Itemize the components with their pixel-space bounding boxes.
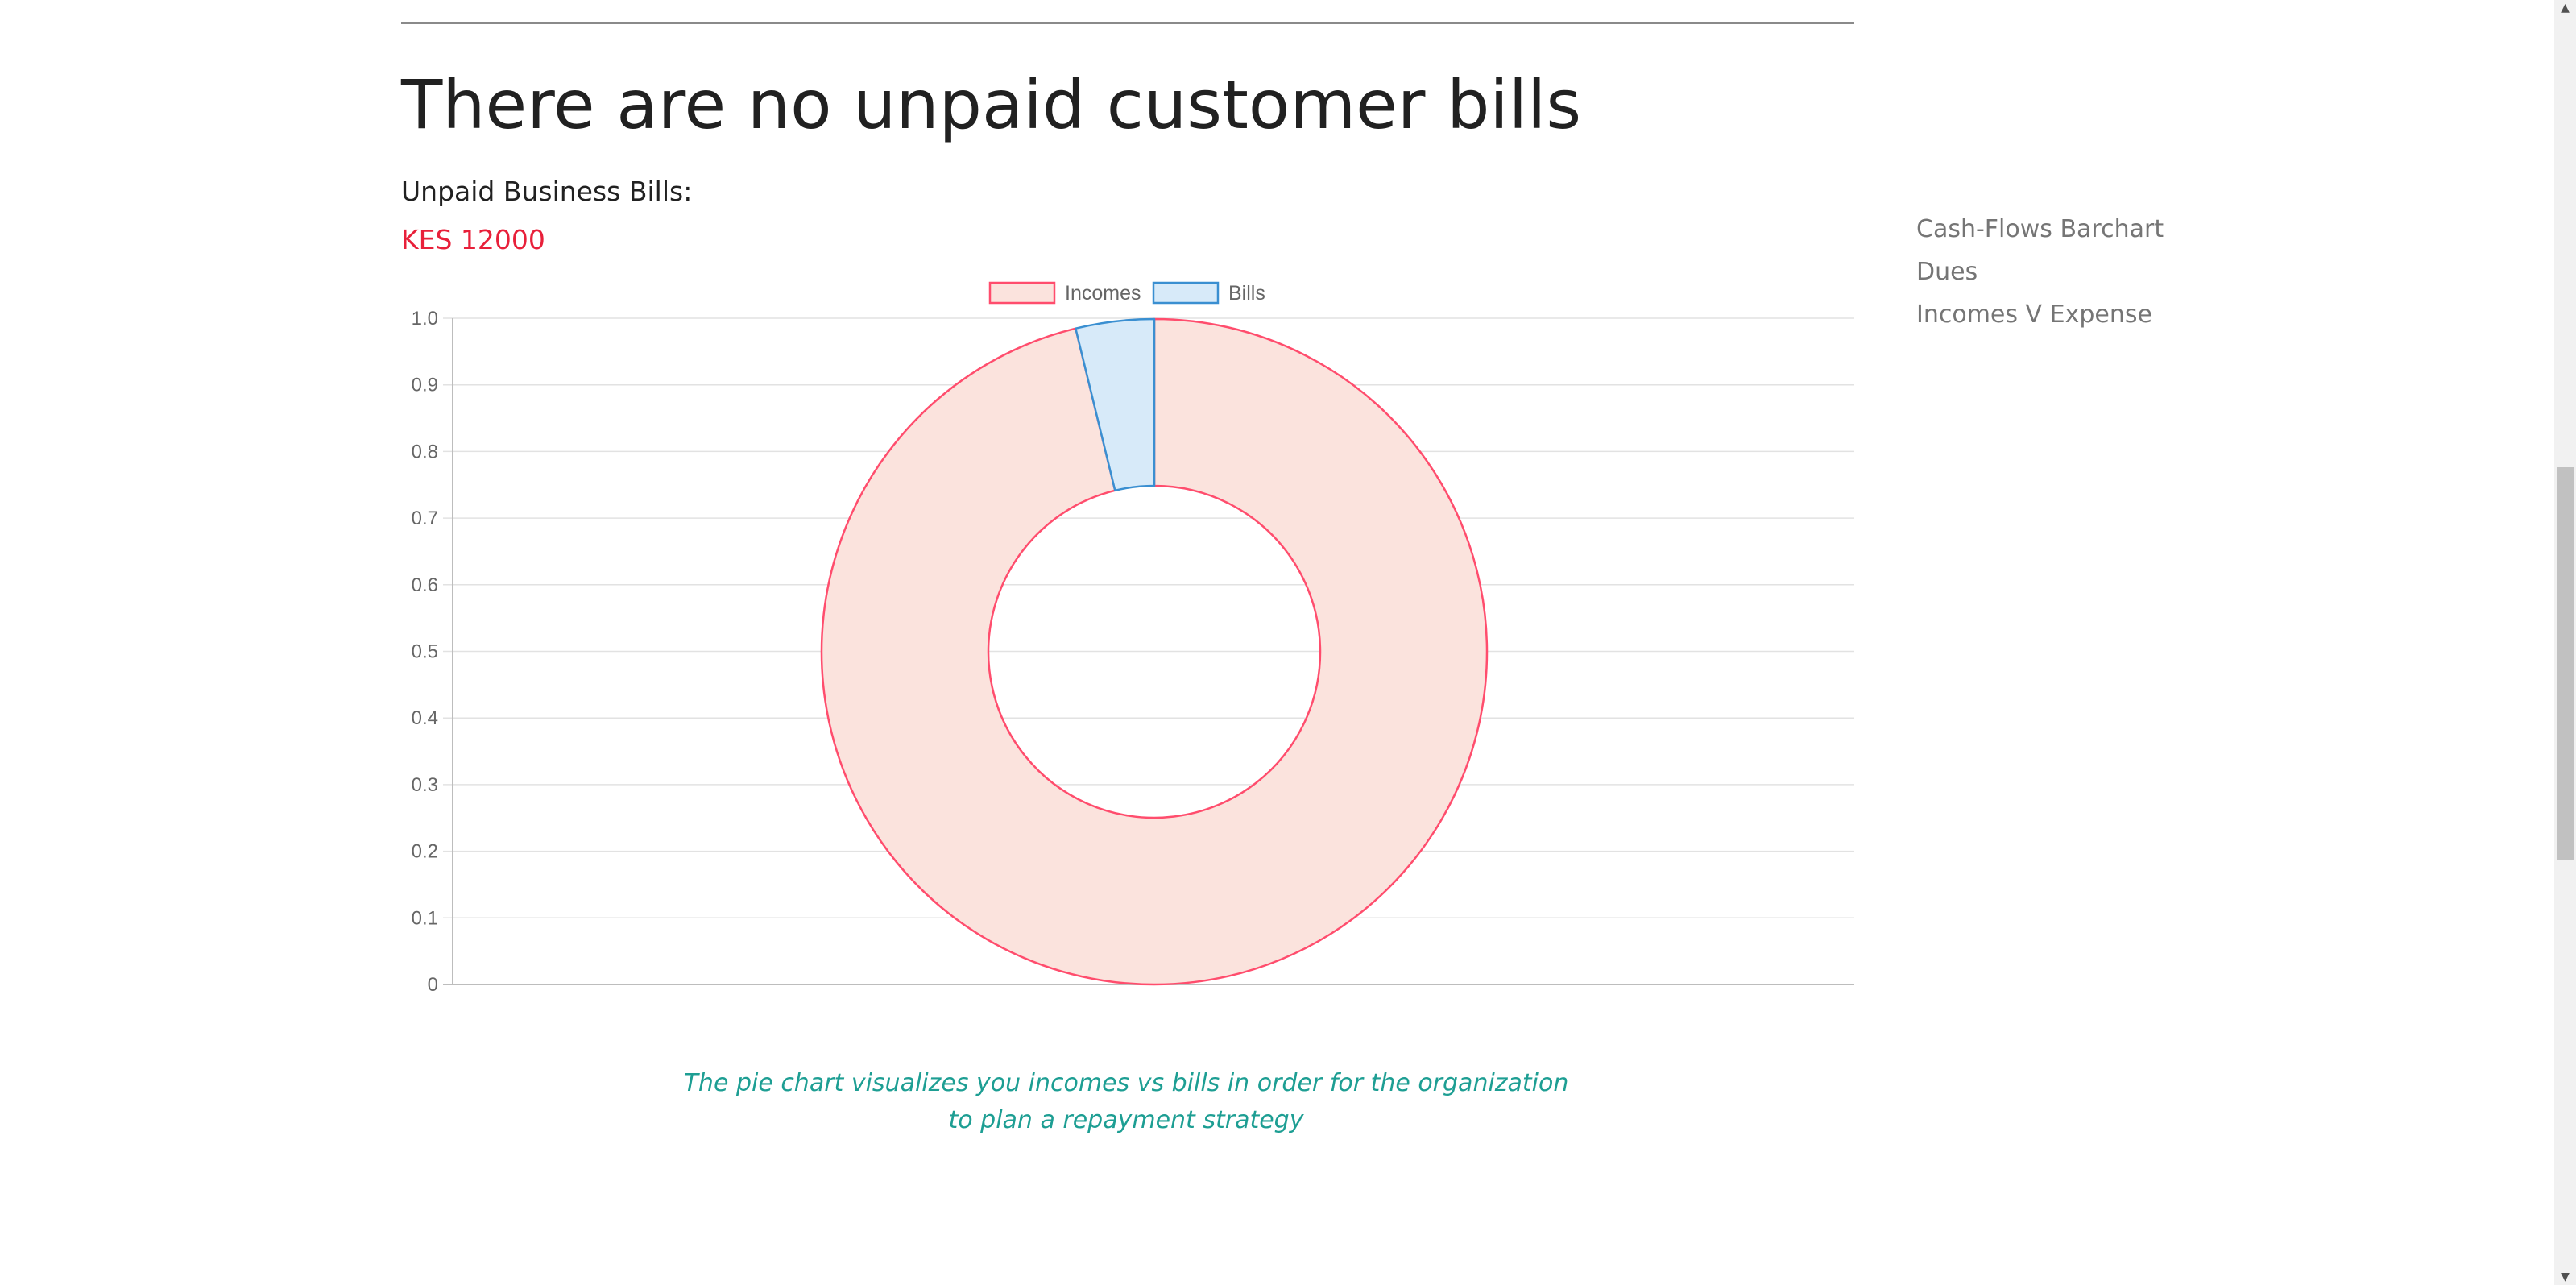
y-tick-label: 0.2 <box>412 841 438 863</box>
nav-dues[interactable]: Dues <box>1916 258 1978 286</box>
unpaid-bills-amount: KES 12000 <box>401 224 545 255</box>
y-tick-label: 0.3 <box>412 774 438 796</box>
scroll-up-arrow-icon[interactable]: ▲ <box>2561 2 2570 15</box>
unpaid-bills-label: Unpaid Business Bills: <box>401 176 693 207</box>
page-title: There are no unpaid customer bills <box>401 65 1582 144</box>
vertical-scrollbar[interactable]: ▲ ▼ <box>2554 0 2576 1285</box>
y-tick-label: 0.7 <box>412 508 438 529</box>
y-tick-label: 0.8 <box>412 441 438 462</box>
chart-canvas: 1.0 0.9 0.8 0.7 0.6 0.5 0.4 0.3 0.2 0.1 0 Incomes B… <box>412 281 1854 996</box>
incomes-bills-chart: 1.0 0.9 0.8 0.7 0.6 0.5 0.4 0.3 0.2 0.1 0 Incomes B… <box>401 274 1859 999</box>
side-nav: Cash-Flows Barchart Dues Incomes V Expen… <box>1916 208 2164 336</box>
y-axis-ticks: 1.0 0.9 0.8 0.7 0.6 0.5 0.4 0.3 0.2 0.1 0 <box>412 308 438 996</box>
top-divider <box>401 22 1854 24</box>
y-tick-label: 0.4 <box>412 707 438 729</box>
nav-incomes-v-expense[interactable]: Incomes V Expense <box>1916 301 2152 329</box>
y-tick-label: 0.9 <box>412 375 438 396</box>
slice-incomes <box>820 317 1489 986</box>
y-tick-label: 0 <box>428 974 438 996</box>
y-tick-label: 0.1 <box>412 907 438 929</box>
scroll-down-arrow-icon[interactable]: ▼ <box>2561 1270 2570 1283</box>
scrollbar-thumb[interactable] <box>2557 467 2574 860</box>
legend-swatch-bills <box>1152 281 1220 305</box>
doughnut-slices <box>820 317 1489 986</box>
y-tick-label: 0.5 <box>412 641 438 663</box>
legend-swatch-incomes <box>988 281 1056 305</box>
chart-caption: The pie chart visualizes you incomes vs … <box>683 1065 1569 1139</box>
legend-label-bills: Bills <box>1228 282 1265 305</box>
y-tick-label: 1.0 <box>412 308 438 330</box>
nav-cash-flows-barchart[interactable]: Cash-Flows Barchart <box>1916 215 2164 243</box>
caption-line-2: to plan a repayment strategy <box>948 1106 1304 1134</box>
y-tick-label: 0.6 <box>412 574 438 596</box>
legend-label-incomes: Incomes <box>1065 282 1141 305</box>
slice-bills <box>1075 317 1156 492</box>
caption-line-1: The pie chart visualizes you incomes vs … <box>683 1069 1569 1097</box>
chart-legend[interactable]: Incomes Bills <box>988 281 1265 305</box>
